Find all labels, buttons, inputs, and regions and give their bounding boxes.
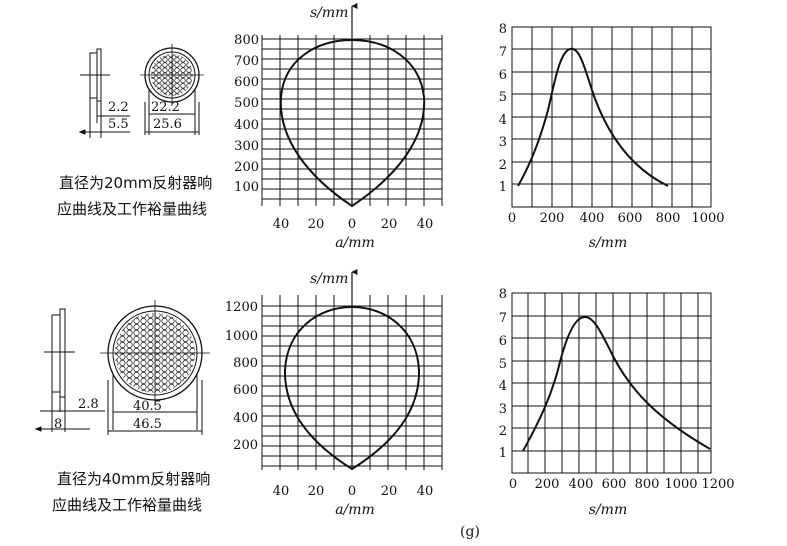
x-tick-label: 600 xyxy=(602,477,627,492)
reflector-40mm-drawing xyxy=(34,300,210,435)
y-tick-label: 1000 xyxy=(225,329,258,344)
y-tick-label: 1 xyxy=(499,446,507,461)
y-tick-label: 400 xyxy=(233,411,258,426)
x-tick-label: 400 xyxy=(569,477,594,492)
y-tick-label: 5 xyxy=(499,357,507,372)
x-tick-label: 200 xyxy=(535,477,560,492)
x-tick-label: 40 xyxy=(417,484,434,499)
y-tick-label: 600 xyxy=(234,75,259,90)
dim-label: 8 xyxy=(54,417,62,432)
y-tick-label: 800 xyxy=(233,356,258,371)
y-tick-label: 300 xyxy=(234,139,259,154)
reflector-20mm-dims: 2.2 5.5 22.2 25.6 xyxy=(108,100,182,132)
x-tick-label: 200 xyxy=(540,211,565,226)
y-tick-label: 500 xyxy=(234,96,259,111)
y-tick-label: 3 xyxy=(499,402,507,417)
y-tick-label: 400 xyxy=(234,118,259,133)
dim-label: 46.5 xyxy=(133,417,162,432)
grid xyxy=(511,26,712,208)
margin-curve xyxy=(517,47,669,187)
y-tick-label: 5 xyxy=(499,90,507,105)
y-axis-label: s/mm xyxy=(310,271,348,287)
y-tick-label: 200 xyxy=(233,438,258,453)
x-tick-label: 0 xyxy=(508,211,516,226)
y-tick-label: 700 xyxy=(234,54,259,69)
caption-20mm-line1: 直径为20mm反射器响 xyxy=(59,174,213,192)
reflector-40mm-dims: 2.8 8 40.5 46.5 xyxy=(54,397,162,432)
x-tick-label: 20 xyxy=(381,484,398,499)
y-tick-label: 600 xyxy=(233,383,258,398)
x-axis-label: s/mm xyxy=(589,502,627,518)
y-tick-label: 2 xyxy=(499,158,507,173)
x-tick-label: 40 xyxy=(417,217,434,232)
response-chart-40mm: 200 400 600 800 1000 1200 40 20 0 20 40 … xyxy=(225,269,443,518)
reflector-side-plate xyxy=(51,314,61,393)
x-axis-label: a/mm xyxy=(335,235,375,251)
caption-40mm-line2: 应曲线及工作裕量曲线 xyxy=(52,496,203,514)
x-tick-label: 1200 xyxy=(701,477,734,492)
dim-label: 25.6 xyxy=(153,117,182,132)
x-tick-label: 20 xyxy=(308,217,325,232)
x-tick-label: 0 xyxy=(509,477,517,492)
y-tick-label: 8 xyxy=(499,22,507,37)
dim-label: 2.2 xyxy=(108,100,129,115)
y-tick-label: 1200 xyxy=(225,300,258,315)
y-tick-label: 6 xyxy=(499,334,507,349)
x-tick-label: 800 xyxy=(635,477,660,492)
x-tick-label: 40 xyxy=(273,217,290,232)
margin-chart-20mm: 1 2 3 4 5 6 7 8 0 200 400 600 800 1000 s… xyxy=(499,22,725,251)
y-tick-label: 8 xyxy=(499,287,507,302)
margin-curve xyxy=(522,316,711,452)
reflector-side-back xyxy=(59,308,66,398)
dim-label: 5.5 xyxy=(108,117,129,132)
grid xyxy=(261,35,443,206)
response-chart-20mm: 100 200 300 400 500 600 700 800 40 20 0 … xyxy=(234,3,443,251)
x-tick-label: 20 xyxy=(308,484,325,499)
x-tick-label: 0 xyxy=(348,217,356,232)
y-tick-label: 3 xyxy=(499,135,507,150)
dim-label: 40.5 xyxy=(133,399,162,414)
y-tick-label: 7 xyxy=(499,45,507,60)
caption-40mm-line1: 直径为40mm反射器响 xyxy=(57,470,211,488)
x-tick-label: 20 xyxy=(381,217,398,232)
reflector-20mm-drawing xyxy=(78,44,204,138)
x-tick-label: 40 xyxy=(273,484,290,499)
x-axis-label: a/mm xyxy=(335,502,375,518)
y-tick-label: 7 xyxy=(499,311,507,326)
margin-chart-40mm: 1 2 3 4 5 6 7 8 0 200 400 600 800 1000 1… xyxy=(499,287,735,518)
x-tick-label: 400 xyxy=(580,211,605,226)
x-axis-label: s/mm xyxy=(589,235,627,251)
dim-label: 22.2 xyxy=(151,100,180,115)
y-tick-label: 200 xyxy=(234,160,259,175)
y-tick-label: 100 xyxy=(234,180,259,195)
figure-label: (g) xyxy=(460,524,480,540)
response-curve xyxy=(283,305,421,471)
grid xyxy=(511,292,712,474)
y-tick-label: 4 xyxy=(499,113,507,128)
x-tick-label: 0 xyxy=(348,484,356,499)
dim-label: 2.8 xyxy=(78,397,99,412)
x-tick-label: 1000 xyxy=(691,211,724,226)
response-curve xyxy=(279,38,426,208)
y-tick-label: 2 xyxy=(499,424,507,439)
x-tick-label: 800 xyxy=(656,211,681,226)
caption-20mm-line2: 应曲线及工作裕量曲线 xyxy=(57,200,208,218)
y-tick-label: 4 xyxy=(499,379,507,394)
y-axis-label: s/mm xyxy=(310,5,348,21)
y-tick-label: 6 xyxy=(499,68,507,83)
y-tick-label: 800 xyxy=(234,33,259,48)
x-tick-label: 1000 xyxy=(664,477,697,492)
y-tick-label: 1 xyxy=(499,180,507,195)
x-tick-label: 600 xyxy=(618,211,643,226)
